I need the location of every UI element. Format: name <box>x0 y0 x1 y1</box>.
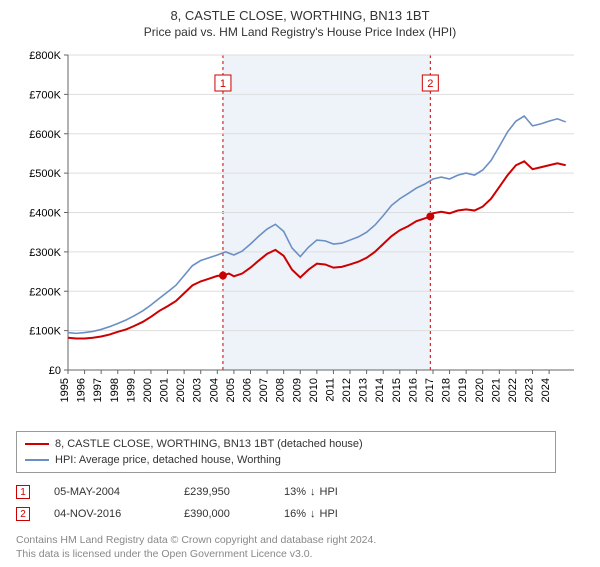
title-line-2: Price paid vs. HM Land Registry's House … <box>16 25 584 39</box>
sales-row-marker: 1 <box>16 485 30 499</box>
x-tick-label: 2016 <box>407 378 419 402</box>
footer-line-2: This data is licensed under the Open Gov… <box>16 547 584 561</box>
x-tick-label: 2013 <box>358 378 370 402</box>
x-tick-label: 2022 <box>507 378 519 402</box>
sales-row: 1 05-MAY-2004£239,95013%↓HPI <box>16 481 584 503</box>
sales-row-diff: 13%↓HPI <box>284 486 384 498</box>
x-tick-label: 2001 <box>159 378 171 402</box>
sales-row-marker: 2 <box>16 507 30 521</box>
x-tick-label: 2004 <box>208 378 220 402</box>
x-tick-label: 1998 <box>109 378 121 402</box>
sales-row-diff: 16%↓HPI <box>284 508 384 520</box>
x-tick-label: 2000 <box>142 378 154 402</box>
x-tick-label: 2017 <box>424 378 436 402</box>
arrow-down-icon: ↓ <box>310 486 316 498</box>
sale-marker-label-2: 2 <box>427 78 433 90</box>
y-tick-label: £0 <box>49 365 61 377</box>
y-tick-label: £200K <box>29 286 61 298</box>
x-tick-label: 1999 <box>125 378 137 402</box>
sales-row-date: 05-MAY-2004 <box>54 486 184 498</box>
legend-swatch <box>25 459 49 461</box>
chart-container: 8, CASTLE CLOSE, WORTHING, BN13 1BT Pric… <box>0 0 600 567</box>
legend-row: HPI: Average price, detached house, Wort… <box>25 452 547 468</box>
legend-label: 8, CASTLE CLOSE, WORTHING, BN13 1BT (det… <box>55 438 363 450</box>
x-tick-label: 2021 <box>490 378 502 402</box>
y-tick-label: £300K <box>29 247 61 259</box>
sales-row: 2 04-NOV-2016£390,00016%↓HPI <box>16 503 584 525</box>
x-tick-label: 2015 <box>391 378 403 402</box>
x-tick-label: 2012 <box>341 378 353 402</box>
x-tick-label: 2019 <box>457 378 469 402</box>
x-tick-label: 1997 <box>92 378 104 402</box>
title-line-1: 8, CASTLE CLOSE, WORTHING, BN13 1BT <box>16 8 584 23</box>
chart: £0 £100K £200K £300K £400K £500K £600K £700K £80… <box>16 45 584 425</box>
y-tick-label: £100K <box>29 326 61 338</box>
x-tick-label: 2005 <box>225 378 237 402</box>
x-tick-label: 2002 <box>175 378 187 402</box>
legend-label: HPI: Average price, detached house, Wort… <box>55 454 281 466</box>
x-tick-label: 2018 <box>441 378 453 402</box>
x-tick-label: 2011 <box>324 378 336 402</box>
footer: Contains HM Land Registry data © Crown c… <box>16 533 584 561</box>
sale-point-1 <box>219 272 227 280</box>
sale-marker-label-1: 1 <box>220 78 226 90</box>
y-tick-label: £600K <box>29 129 61 141</box>
y-tick-label: £400K <box>29 208 61 220</box>
x-tick-label: 1996 <box>76 378 88 402</box>
x-tick-label: 2024 <box>540 378 552 402</box>
x-tick-label: 2008 <box>275 378 287 402</box>
x-tick-label: 2014 <box>374 378 386 402</box>
sales-row-price: £239,950 <box>184 486 284 498</box>
y-tick-label: £500K <box>29 168 61 180</box>
legend-row: 8, CASTLE CLOSE, WORTHING, BN13 1BT (det… <box>25 436 547 452</box>
sales-table: 1 05-MAY-2004£239,95013%↓HPI 2 04-NOV-2016£… <box>16 481 584 525</box>
x-tick-label: 2009 <box>291 378 303 402</box>
y-tick-label: £700K <box>29 89 61 101</box>
legend-swatch <box>25 443 49 445</box>
sale-point-2 <box>426 212 434 220</box>
x-tick-label: 2023 <box>524 378 536 402</box>
legend: 8, CASTLE CLOSE, WORTHING, BN13 1BT (det… <box>16 431 556 473</box>
sales-row-date: 04-NOV-2016 <box>54 508 184 520</box>
x-tick-label: 2003 <box>192 378 204 402</box>
sales-row-price: £390,000 <box>184 508 284 520</box>
x-tick-label: 2007 <box>258 378 270 402</box>
y-tick-label: £800K <box>29 50 61 62</box>
x-tick-label: 1995 <box>59 378 71 402</box>
arrow-down-icon: ↓ <box>310 508 316 520</box>
x-tick-label: 2010 <box>308 378 320 402</box>
x-tick-label: 2006 <box>241 378 253 402</box>
footer-line-1: Contains HM Land Registry data © Crown c… <box>16 533 584 547</box>
x-tick-label: 2020 <box>474 378 486 402</box>
